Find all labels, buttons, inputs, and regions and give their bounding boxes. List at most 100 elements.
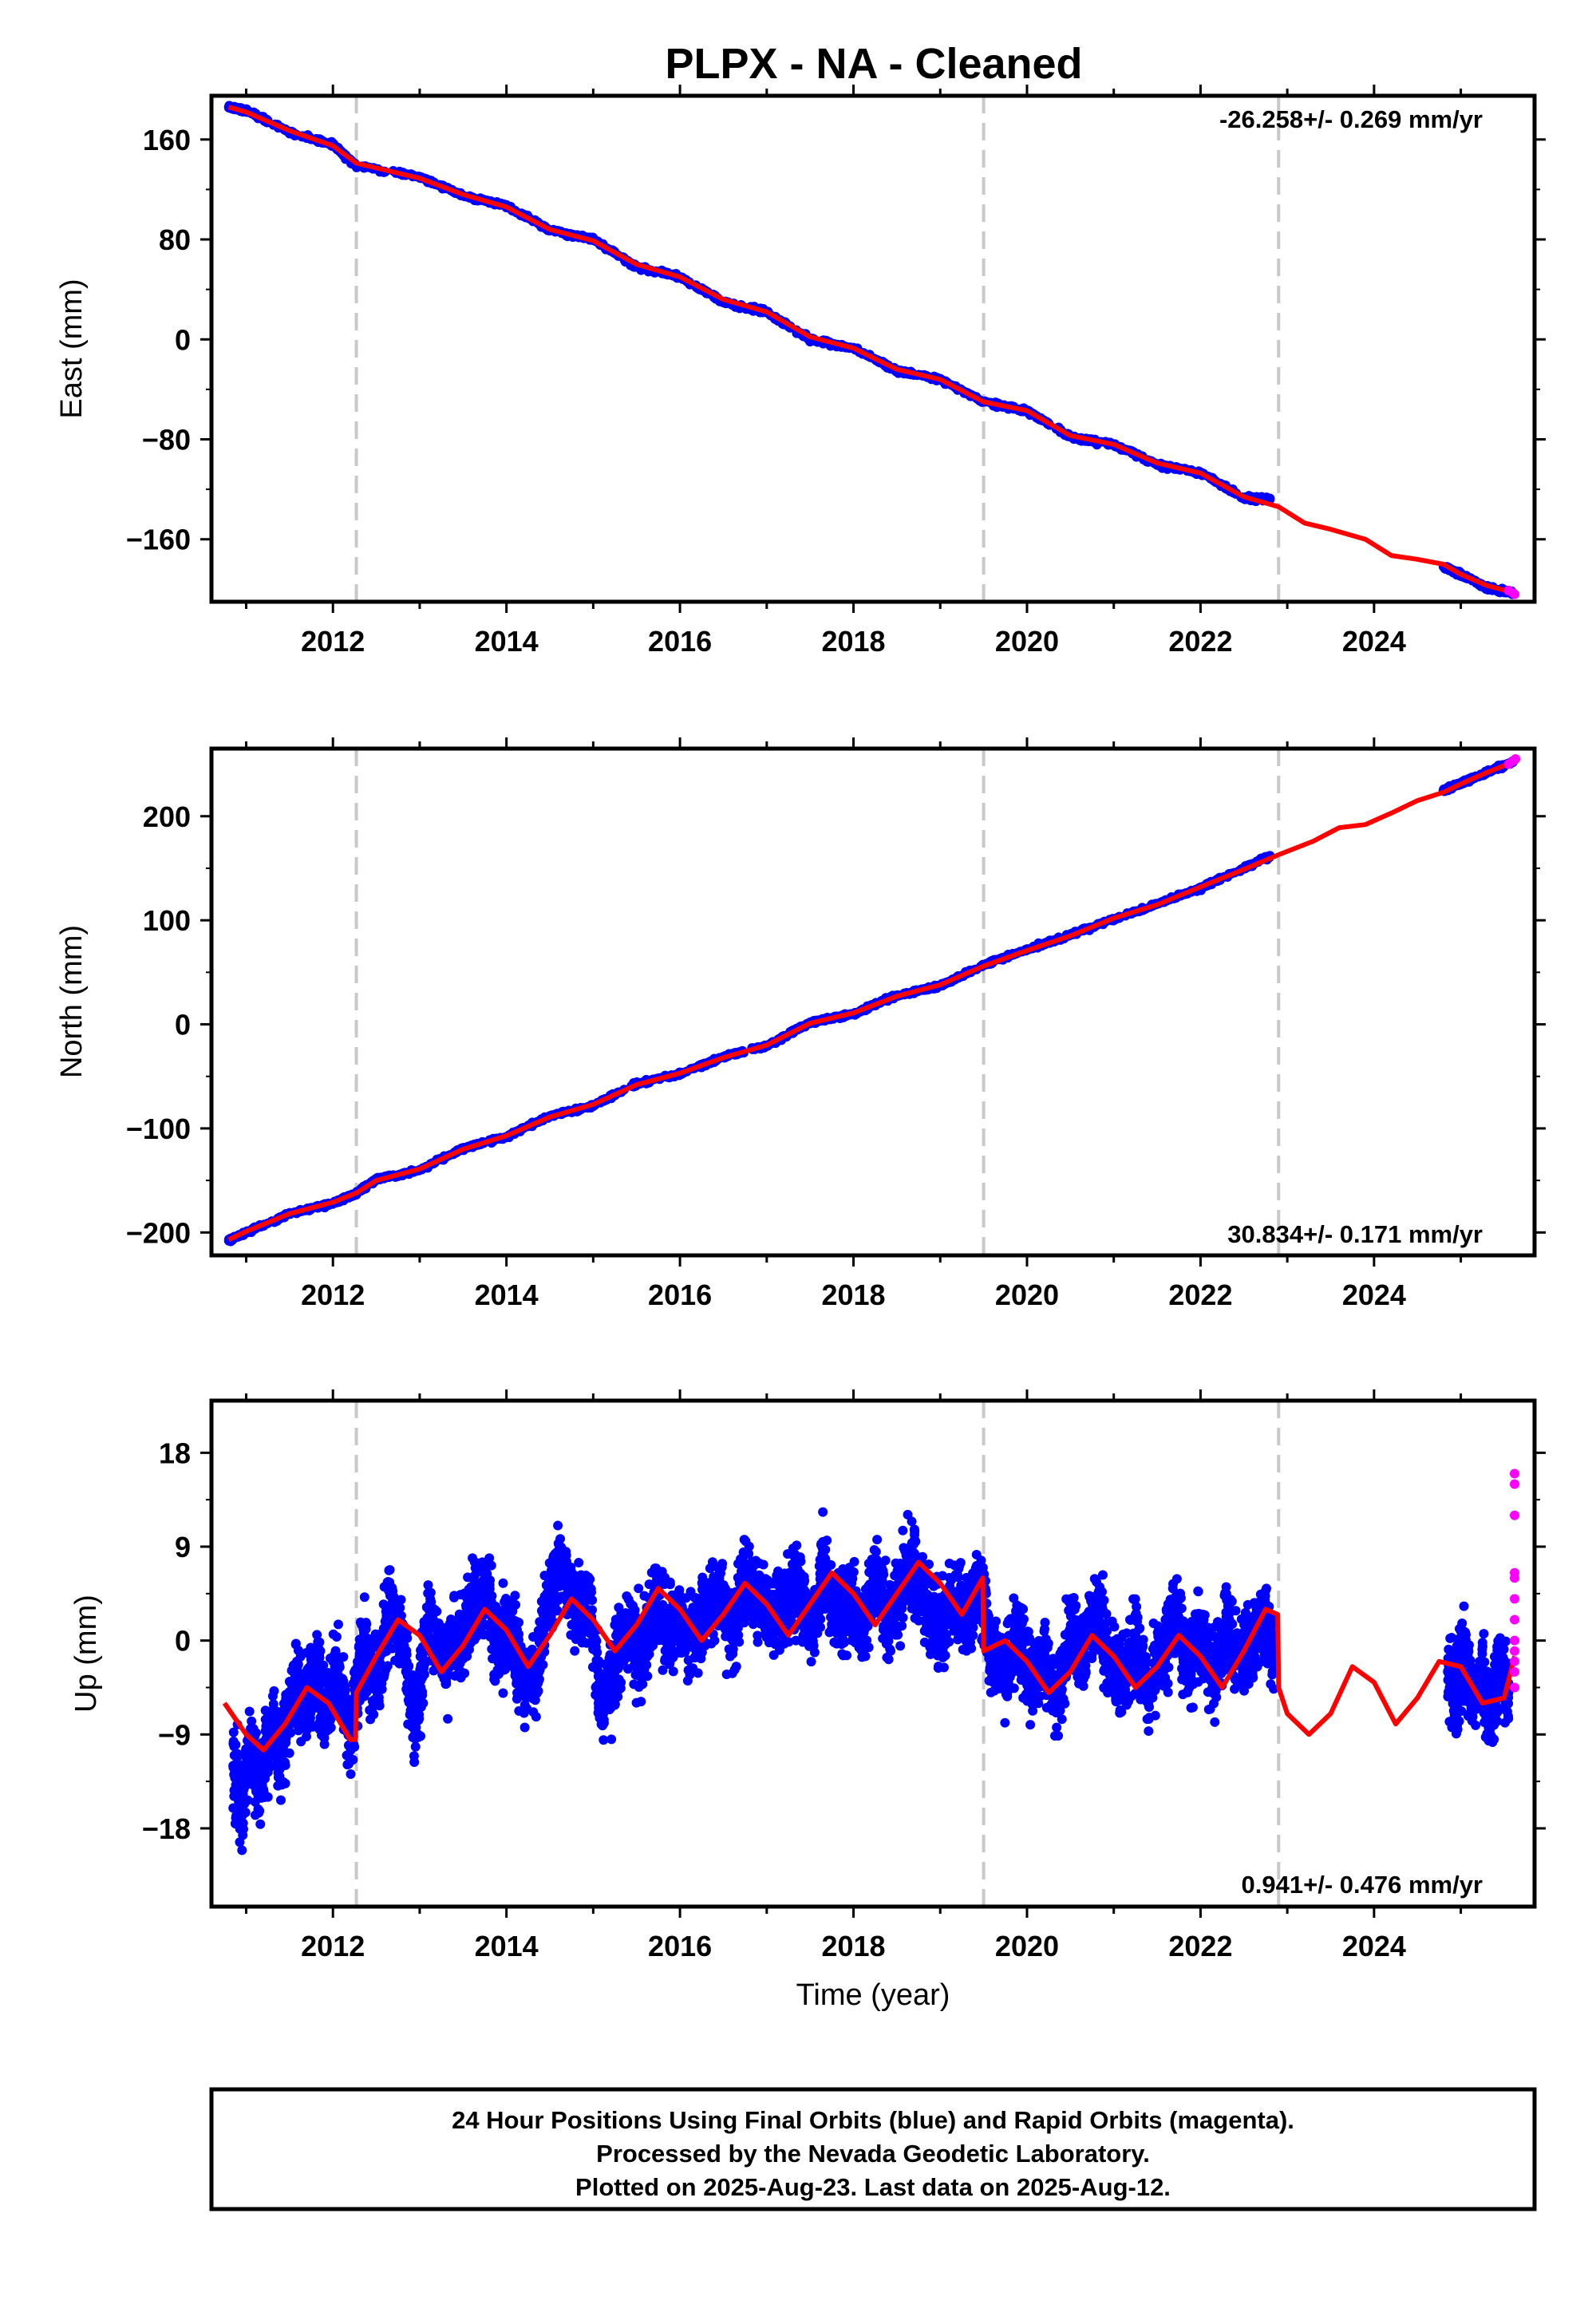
up-final-point — [237, 1845, 247, 1856]
east-ytick-label: −160 — [126, 524, 191, 556]
east-xtick-label: 2020 — [995, 625, 1059, 658]
up-final-point — [278, 1745, 288, 1756]
up-final-point — [480, 1565, 491, 1575]
up-final-point — [480, 1579, 491, 1590]
up-final-point — [510, 1591, 520, 1601]
up-final-point — [409, 1757, 420, 1767]
up-final-point — [255, 1819, 266, 1829]
up-final-point — [231, 1752, 242, 1762]
up-final-point — [373, 1693, 384, 1703]
north-ytick-label: −100 — [126, 1113, 191, 1145]
up-final-point — [511, 1599, 521, 1610]
up-final-point — [293, 1646, 303, 1656]
up-final-point — [247, 1716, 257, 1726]
north-ytick-label: 0 — [175, 1009, 191, 1041]
up-final-point — [498, 1578, 508, 1588]
east-xtick-label: 2018 — [821, 625, 885, 658]
up-final-point — [270, 1709, 280, 1720]
up-final-point — [238, 1830, 248, 1840]
north-y-axis-label: North (mm) — [55, 925, 89, 1078]
up-final-point — [276, 1758, 286, 1769]
up-final-point — [331, 1631, 342, 1642]
up-final-point — [238, 1780, 248, 1790]
east-xtick-label: 2016 — [648, 625, 712, 658]
up-final-point — [410, 1741, 421, 1752]
up-final-point — [229, 1741, 239, 1752]
up-final-point — [413, 1705, 423, 1716]
east-xtick-label: 2022 — [1168, 625, 1232, 658]
up-final-point — [290, 1671, 301, 1682]
up-final-point — [499, 1611, 509, 1621]
north-plot-layer — [223, 749, 1521, 1255]
up-final-point — [346, 1745, 356, 1756]
east-rapid-point — [1509, 589, 1519, 599]
up-final-point — [260, 1705, 271, 1716]
up-final-point — [510, 1666, 520, 1677]
up-final-point — [592, 1647, 602, 1658]
north-model-curve — [227, 758, 1517, 1243]
up-final-point — [400, 1634, 410, 1644]
up-final-point — [584, 1574, 595, 1584]
east-ytick-label: 160 — [143, 124, 191, 156]
east-rate-label: -26.258+/- 0.269 mm/yr — [1219, 105, 1483, 133]
up-final-point — [336, 1674, 346, 1685]
east-plot-area — [223, 96, 1519, 602]
north-x-ticks: 2012 2014 2016 2018 2020 2022 2024 — [244, 737, 1463, 1311]
up-final-point — [238, 1818, 248, 1828]
up-final-point — [388, 1586, 398, 1596]
up-final-point — [302, 1674, 313, 1684]
up-final-point — [528, 1707, 539, 1717]
up-final-point — [276, 1777, 286, 1788]
east-ytick-label: −80 — [142, 423, 191, 456]
up-final-point — [496, 1646, 506, 1656]
up-final-point — [282, 1730, 292, 1741]
up-final-point — [267, 1691, 278, 1701]
north-xtick-label: 2022 — [1168, 1279, 1232, 1311]
up-final-point — [574, 1558, 584, 1568]
up-final-point — [522, 1692, 532, 1702]
east-ytick-label: 0 — [175, 323, 191, 356]
up-final-point — [425, 1587, 436, 1598]
up-final-point — [312, 1630, 322, 1640]
up-final-point — [296, 1737, 306, 1747]
up-final-point — [365, 1714, 376, 1725]
east-xtick-label: 2012 — [301, 625, 365, 658]
up-final-point — [535, 1665, 545, 1675]
north-rapid-point — [1511, 754, 1521, 765]
up-final-point — [482, 1595, 492, 1605]
up-final-point — [412, 1731, 422, 1741]
up-final-point — [332, 1662, 342, 1673]
up-final-point — [312, 1652, 322, 1662]
up-final-point — [269, 1749, 279, 1759]
north-xtick-label: 2018 — [821, 1279, 885, 1311]
north-xtick-label: 2020 — [995, 1279, 1059, 1311]
up-final-point — [273, 1768, 283, 1778]
up-final-point — [333, 1619, 343, 1630]
up-final-point — [413, 1688, 423, 1698]
north-xtick-label: 2014 — [475, 1279, 539, 1311]
east-plot-layer — [223, 96, 1519, 602]
up-final-point — [238, 1808, 248, 1818]
up-final-point — [321, 1726, 331, 1737]
up-final-point — [555, 1534, 566, 1544]
north-ytick-label: 200 — [143, 800, 191, 833]
up-final-point — [416, 1676, 426, 1686]
up-final-point — [570, 1646, 580, 1656]
up-final-point — [303, 1697, 314, 1707]
up-final-point — [519, 1722, 530, 1733]
up-final-point — [255, 1806, 265, 1816]
up-final-point — [575, 1622, 585, 1633]
up-final-point — [338, 1652, 349, 1662]
up-final-point — [402, 1686, 413, 1697]
up-final-point — [550, 1591, 560, 1601]
up-final-point — [533, 1686, 543, 1696]
up-final-point — [549, 1579, 559, 1589]
up-final-point — [361, 1624, 371, 1634]
north-ytick-label: −200 — [126, 1216, 191, 1249]
up-final-point — [292, 1656, 302, 1666]
north-xtick-label: 2024 — [1342, 1279, 1406, 1311]
